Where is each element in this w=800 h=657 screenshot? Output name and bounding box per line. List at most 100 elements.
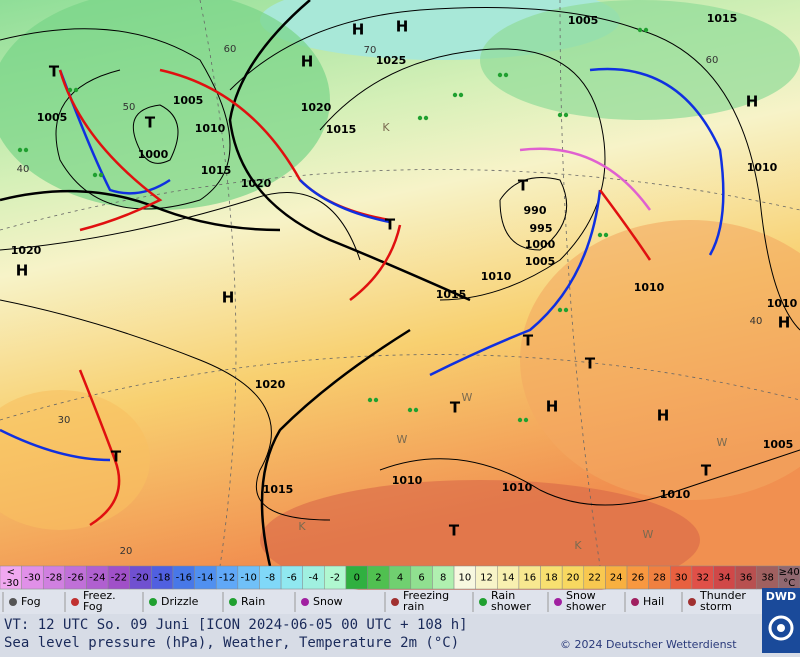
cool-area [0, 0, 330, 210]
legend-icon [9, 598, 17, 606]
weather-letter: W [462, 391, 473, 404]
logo-swirl [777, 624, 785, 632]
temperature-label: 70 [364, 45, 377, 56]
legend-icon [229, 598, 237, 606]
isobar-label: 1020 [301, 101, 332, 114]
weather-letter: W [643, 528, 654, 541]
rain-symbol [458, 92, 464, 98]
legend-label: Snow [566, 589, 596, 602]
temperature-label: 60 [224, 44, 237, 55]
isobar-label: 1000 [138, 148, 169, 161]
scale-label: 16 [523, 573, 536, 584]
isobar-label: 1020 [255, 378, 286, 391]
rain-symbol [643, 27, 649, 33]
scale-label: -8 [265, 573, 275, 584]
scale-label: 38 [761, 573, 774, 584]
isobar-label: 1000 [525, 238, 556, 251]
fronts [0, 67, 725, 527]
isobar-label: 1010 [767, 297, 798, 310]
legend-label: Snow [313, 595, 343, 608]
scale-label: 8 [440, 573, 446, 584]
legend-icon [554, 598, 562, 606]
warm-area [520, 220, 800, 500]
isobar-label: 1015 [263, 483, 294, 496]
temperature-label: 60 [706, 55, 719, 66]
description: Sea level pressure (hPa), Weather, Tempe… [4, 635, 459, 651]
pressure-center: H [222, 289, 235, 307]
weather-letter: W [717, 436, 728, 449]
scale-label: -20 [132, 573, 148, 584]
isobar-label: 1005 [173, 94, 204, 107]
pressure-center: T [111, 448, 122, 466]
scale-label: -4 [309, 573, 319, 584]
scale-label: 6 [418, 573, 424, 584]
legend-label: Freez. [83, 589, 116, 602]
isobar-label: 1010 [660, 488, 691, 501]
isobar-label: 1010 [747, 161, 778, 174]
legend-icon [301, 598, 309, 606]
isobar-label: 1010 [392, 474, 423, 487]
scale-label: 36 [740, 573, 753, 584]
rain-symbol [17, 147, 23, 153]
temperature-label: 20 [120, 546, 133, 557]
logo-box [762, 588, 800, 653]
logo-swirl [768, 615, 794, 641]
rain-symbol [67, 87, 73, 93]
rain-symbol [367, 397, 373, 403]
pressure-center: H [778, 314, 791, 332]
legend-label: Drizzle [161, 595, 199, 608]
rain-symbol [557, 112, 563, 118]
pressure-center: H [301, 53, 314, 71]
temperature-label: 40 [17, 164, 30, 175]
copyright: © 2024 Deutscher Wetterdienst [560, 638, 737, 651]
legend-label: shower [566, 600, 606, 613]
legend-icon [391, 598, 399, 606]
legend-label: Hail [643, 595, 664, 608]
isobar-label: 1010 [634, 281, 665, 294]
isobar-label: 1010 [481, 270, 512, 283]
legend-label: Fog [21, 595, 41, 608]
scale-label: °C [783, 578, 795, 589]
isobar-label: 1015 [707, 12, 738, 25]
valid-time: VT: 12 UTC So. 09 Juni [ICON 2024-06-05 … [4, 617, 468, 633]
scale-label: 12 [480, 573, 493, 584]
isobar-label: 1005 [763, 438, 794, 451]
rain-symbol [497, 72, 503, 78]
warm-area [0, 390, 150, 530]
scale-label: 24 [610, 573, 623, 584]
rain-symbol [23, 147, 29, 153]
scale-label: 26 [631, 573, 644, 584]
pressure-center: H [16, 262, 29, 280]
isobar-label: 1020 [241, 177, 272, 190]
isobar-label: 1015 [326, 123, 357, 136]
isobar-label: 1005 [525, 255, 556, 268]
scale-label: -14 [197, 573, 213, 584]
pressure-center: H [396, 18, 409, 36]
rain-symbol [503, 72, 509, 78]
legend-label: shower [491, 600, 531, 613]
pressure-center: T [585, 355, 596, 373]
rain-symbol [92, 172, 98, 178]
temperature-label: 50 [123, 102, 136, 113]
scale-label: < [7, 567, 15, 578]
scale-label: 0 [354, 573, 360, 584]
legend-label: Rain [491, 589, 515, 602]
pressure-center: T [49, 63, 60, 81]
logo-text: DWD [766, 590, 796, 603]
legend-label: Rain [241, 595, 265, 608]
pressure-center: T [450, 399, 461, 417]
scale-label: 30 [675, 573, 688, 584]
rain-symbol [373, 397, 379, 403]
rain-symbol [597, 232, 603, 238]
rain-symbol [557, 307, 563, 313]
isobar-label: 1015 [201, 164, 232, 177]
pressure-center: H [746, 93, 759, 111]
weather-letter: K [574, 539, 582, 552]
weather-letter: K [298, 520, 306, 533]
rain-symbol [423, 115, 429, 121]
isobar-label: 1005 [37, 111, 68, 124]
isobar-label: 1010 [502, 481, 533, 494]
rain-symbol [417, 115, 423, 121]
scale-label: -22 [111, 573, 127, 584]
